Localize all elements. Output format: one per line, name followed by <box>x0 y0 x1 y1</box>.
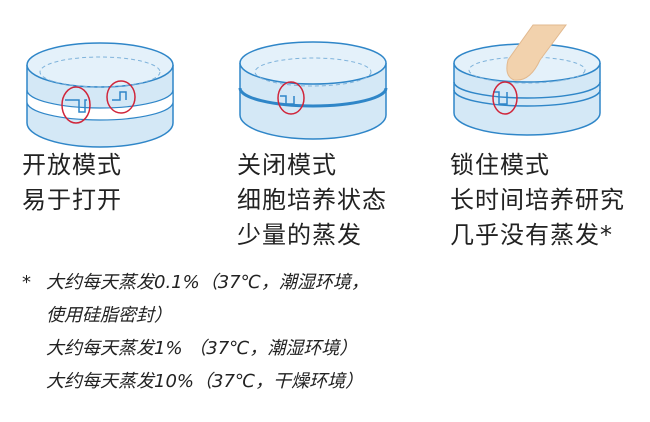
mode-locked: 锁住模式 长时间培养研究 几乎没有蒸发* <box>450 148 625 253</box>
footnote-line: 使用硅脂密封） <box>46 305 172 326</box>
footnotes: * 大约每天蒸发0.1%（37℃，潮湿环境， 使用硅脂密封） 大约每天蒸发1% （… <box>22 266 369 398</box>
highlight-circle <box>277 81 305 115</box>
mode-open: 开放模式 易于打开 <box>22 148 122 218</box>
footnote-line: 大约每天蒸发10%（37℃，干燥环境） <box>46 371 364 392</box>
mode-title: 关闭模式 <box>237 151 337 179</box>
mode-title: 开放模式 <box>22 151 122 179</box>
footnote-marker: * <box>22 272 31 293</box>
petri-dish-illustrations <box>26 24 601 148</box>
footnote-line: * 大约每天蒸发0.1%（37℃，潮湿环境， <box>22 266 369 299</box>
petri-dish-locked-icon <box>453 24 601 136</box>
mode-description: 长时间培养研究 <box>450 186 625 214</box>
mode-description: 易于打开 <box>22 186 122 214</box>
petri-dish-open-icon <box>26 42 174 148</box>
mode-closed: 关闭模式 细胞培养状态 少量的蒸发 <box>237 148 387 253</box>
highlight-circle <box>492 81 518 115</box>
mode-description: 几乎没有蒸发* <box>450 221 613 249</box>
mode-description: 少量的蒸发 <box>237 221 362 249</box>
footnote-line: 大约每天蒸发1% （37℃，潮湿环境） <box>46 338 358 359</box>
petri-dish-closed-icon <box>238 41 388 140</box>
mode-description: 细胞培养状态 <box>237 186 387 214</box>
mode-title: 锁住模式 <box>450 151 550 179</box>
highlight-circle <box>106 80 136 114</box>
highlight-circle <box>61 86 91 124</box>
finger-icon <box>506 24 567 81</box>
